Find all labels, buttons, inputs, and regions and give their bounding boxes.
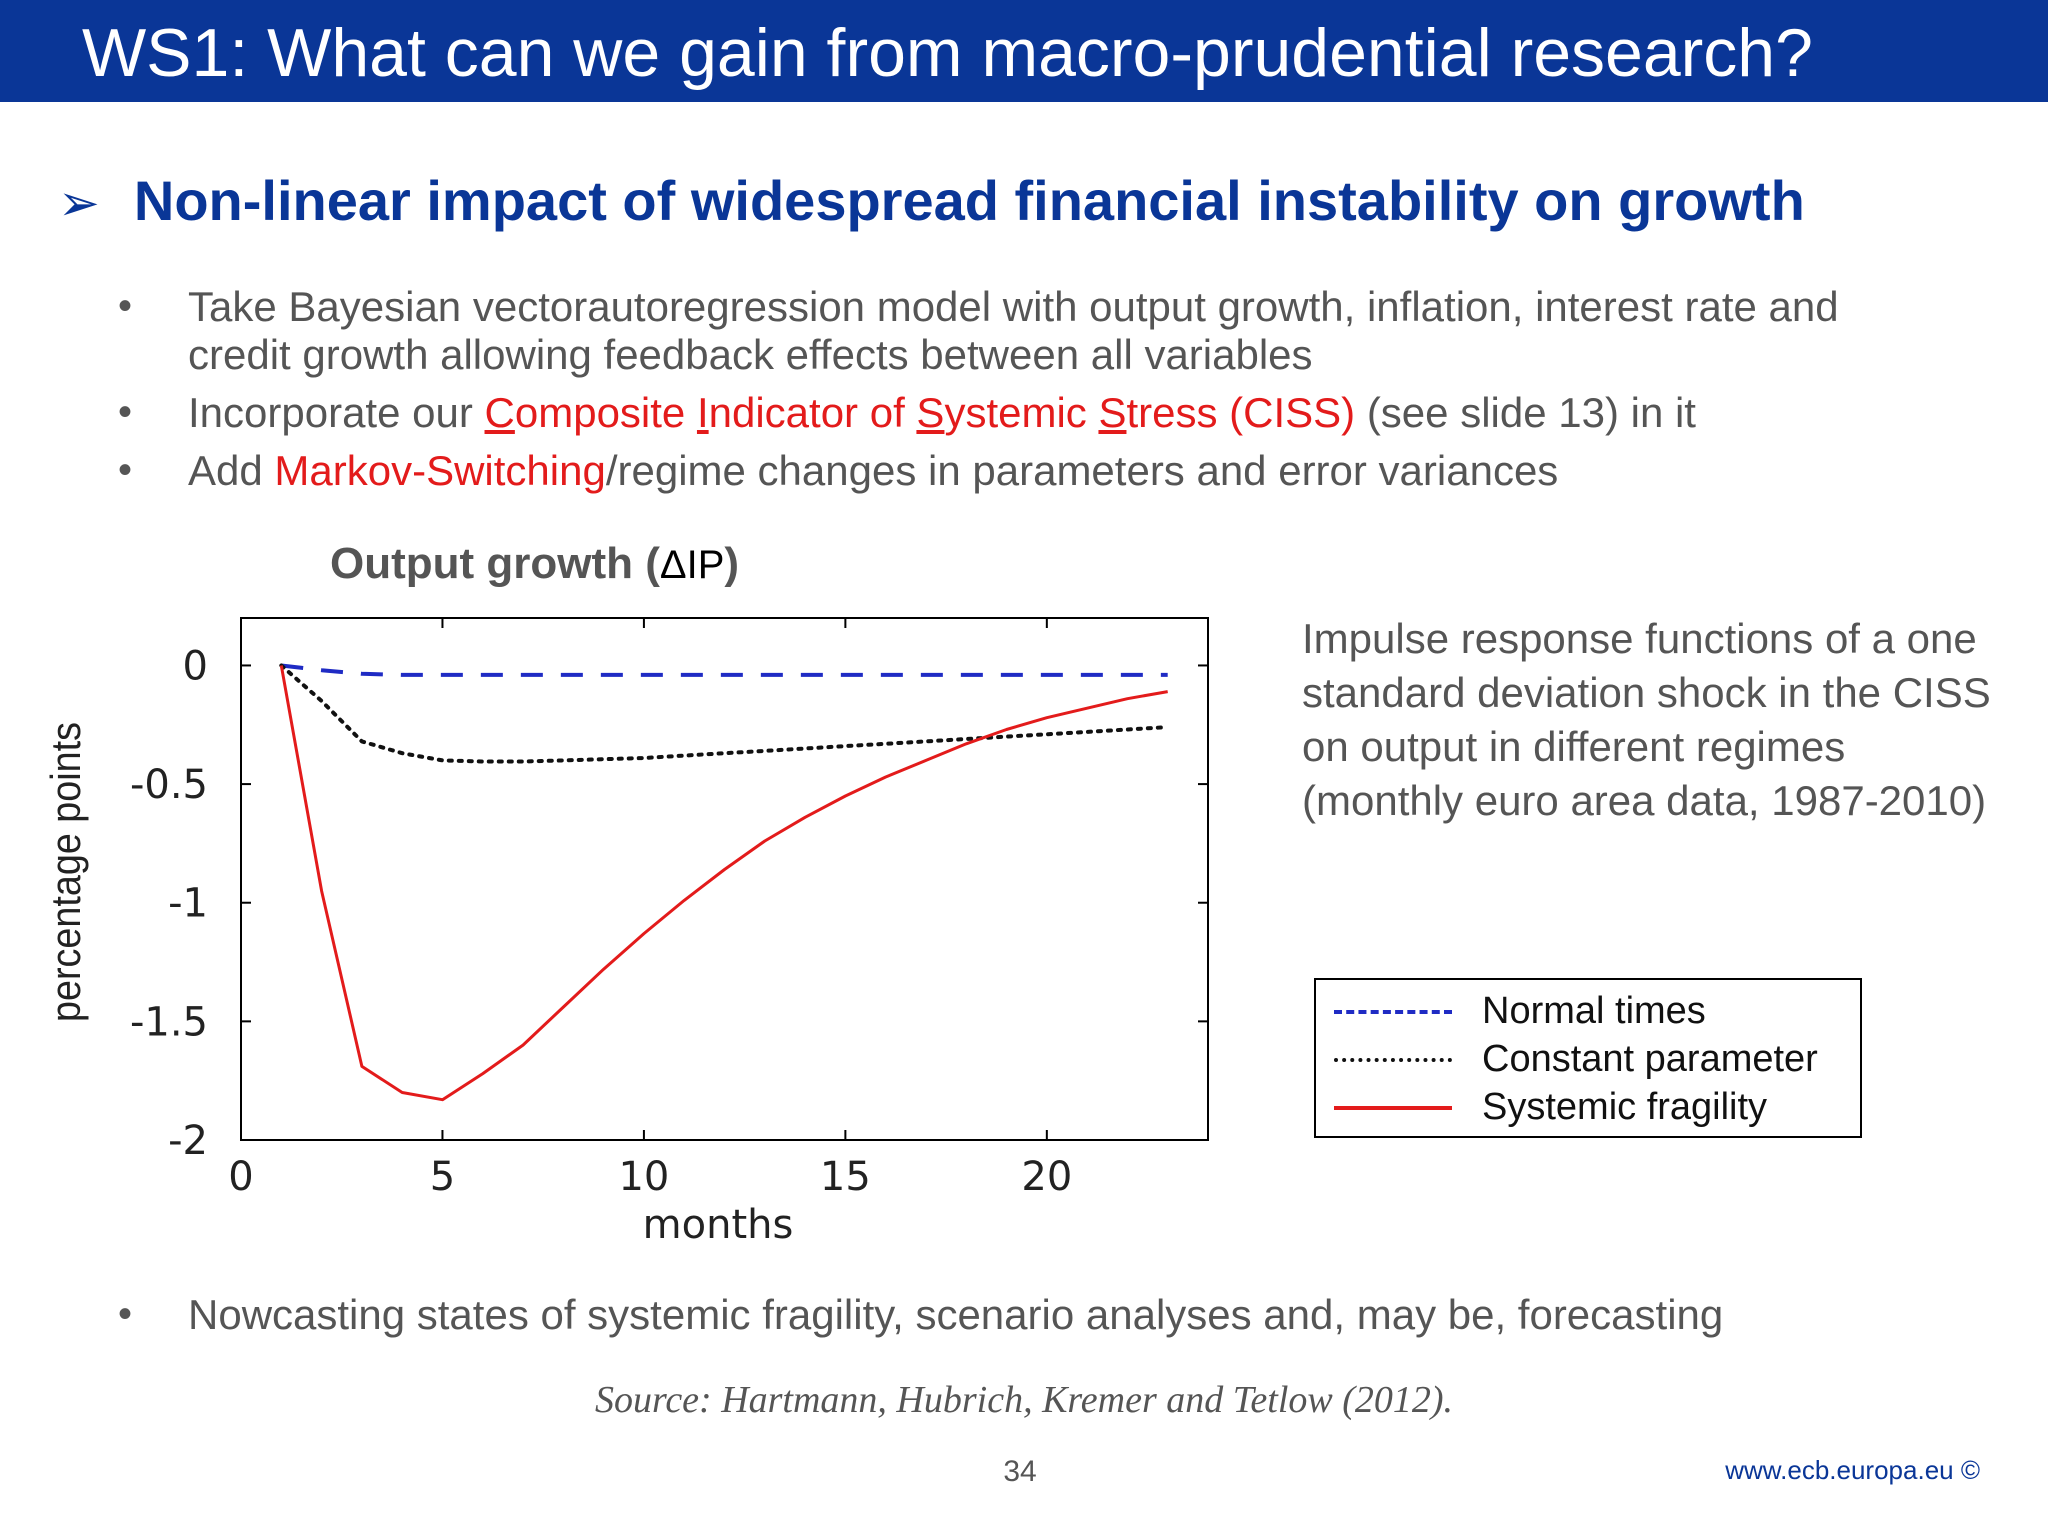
x-axis-label: months [643, 1202, 794, 1248]
page-number: 34 [1003, 1455, 1037, 1488]
delta-ip-symbol: ΔIP [659, 543, 725, 587]
y-tick-label: -0.5 [130, 762, 208, 808]
x-tick-label: 20 [1021, 1154, 1072, 1200]
dotted-line-icon [1334, 1058, 1452, 1062]
series-line-systemic-fragility [279, 665, 1168, 1102]
ciss-letter-s: S [916, 389, 945, 436]
legend-item-systemic-fragility: Systemic fragility [1316, 1084, 1864, 1130]
slide-title: WS1: What can we gain from macro-prudent… [82, 15, 1813, 91]
x-tick-label: 0 [228, 1154, 253, 1200]
ciss-letter-s2: S [1098, 389, 1127, 436]
source-citation: Source: Hartmann, Hubrich, Kremer and Te… [594, 1379, 1454, 1421]
bullet-1-line-2: credit growth allowing feedback effects … [188, 331, 1313, 378]
bullet-3: Add Markov-Switching/regime changes in p… [188, 446, 2008, 496]
ciss-text-s: ystemic [944, 389, 1099, 436]
chart-title-close: ) [724, 539, 740, 588]
bullet-4: Nowcasting states of systemic fragility,… [188, 1291, 1724, 1338]
legend-item-normal-times: Normal times [1316, 988, 1864, 1034]
bullet-dot-icon: • [118, 390, 133, 434]
solid-line-icon [1334, 1106, 1452, 1110]
dashed-line-icon [1334, 1010, 1452, 1014]
title-bar: WS1: What can we gain from macro-prudent… [0, 0, 2048, 102]
chart-title-text: Output growth ( [330, 539, 660, 588]
bullet-3-prefix: Add [188, 447, 275, 494]
ciss-text-c: omposite [514, 389, 697, 436]
y-axis: 0 -0.5 -1 -1.5 -2 [130, 643, 1208, 1164]
legend-label: Normal times [1482, 990, 1706, 1032]
bullet-2-suffix: (see slide 13) in it [1355, 389, 1696, 436]
ciss-name: Composite Indicator of Systemic Stress (… [485, 389, 1356, 436]
legend-item-constant-parameter: Constant parameter [1316, 1036, 1864, 1082]
bullet-dot-icon: • [118, 1292, 133, 1336]
x-tick-label: 10 [618, 1154, 669, 1200]
series-line-normal-times [281, 663, 1168, 677]
ciss-letter-i: I [696, 389, 709, 436]
y-tick-label: -1.5 [130, 999, 208, 1045]
x-tick-label: 5 [430, 1154, 455, 1200]
series-group [279, 663, 1170, 1102]
y-tick-label: 0 [183, 643, 208, 689]
ciss-letter-c: C [484, 389, 515, 436]
bullet-1-line-1: Take Bayesian vectorautoregression model… [188, 283, 1839, 330]
bullet-2-prefix: Incorporate our [188, 389, 485, 436]
x-tick-label: 15 [820, 1154, 871, 1200]
legend-label: Systemic fragility [1482, 1086, 1768, 1128]
y-axis-label: percentage points [42, 722, 89, 1022]
arrow-bullet-icon: ➢ [58, 175, 100, 231]
chart-title: Output growth (ΔIP) [330, 536, 739, 593]
bullet-2: Incorporate our Composite Indicator of S… [188, 388, 2008, 438]
y-tick-label: -1 [168, 881, 208, 927]
slide-heading: ➢ Non-linear impact of widespread financi… [58, 168, 1805, 236]
bullet-dot-icon: • [118, 284, 133, 328]
footer-url: www.ecb.europa.eu © [1725, 1455, 1980, 1485]
chart-description: Impulse response functions of a one stan… [1302, 615, 1991, 824]
series-line-constant-parameter [279, 663, 1170, 764]
markov-switching-highlight: Markov-Switching [274, 447, 606, 494]
ciss-text-i: ndicator of [708, 389, 917, 436]
heading-text: Non-linear impact of widespread financia… [133, 169, 1805, 232]
y-tick-label: -2 [168, 1118, 208, 1164]
plot-frame [240, 617, 1209, 1141]
x-axis: 0 5 10 15 20 [228, 618, 1072, 1200]
bullet-dot-icon: • [118, 448, 133, 492]
legend-label: Constant parameter [1482, 1038, 1818, 1080]
bullet-3-suffix: /regime changes in parameters and error … [605, 447, 1559, 494]
chart-legend: Normal times Constant parameter Systemic… [1314, 978, 1862, 1138]
ciss-text-s2: tress (CISS) [1126, 389, 1356, 436]
